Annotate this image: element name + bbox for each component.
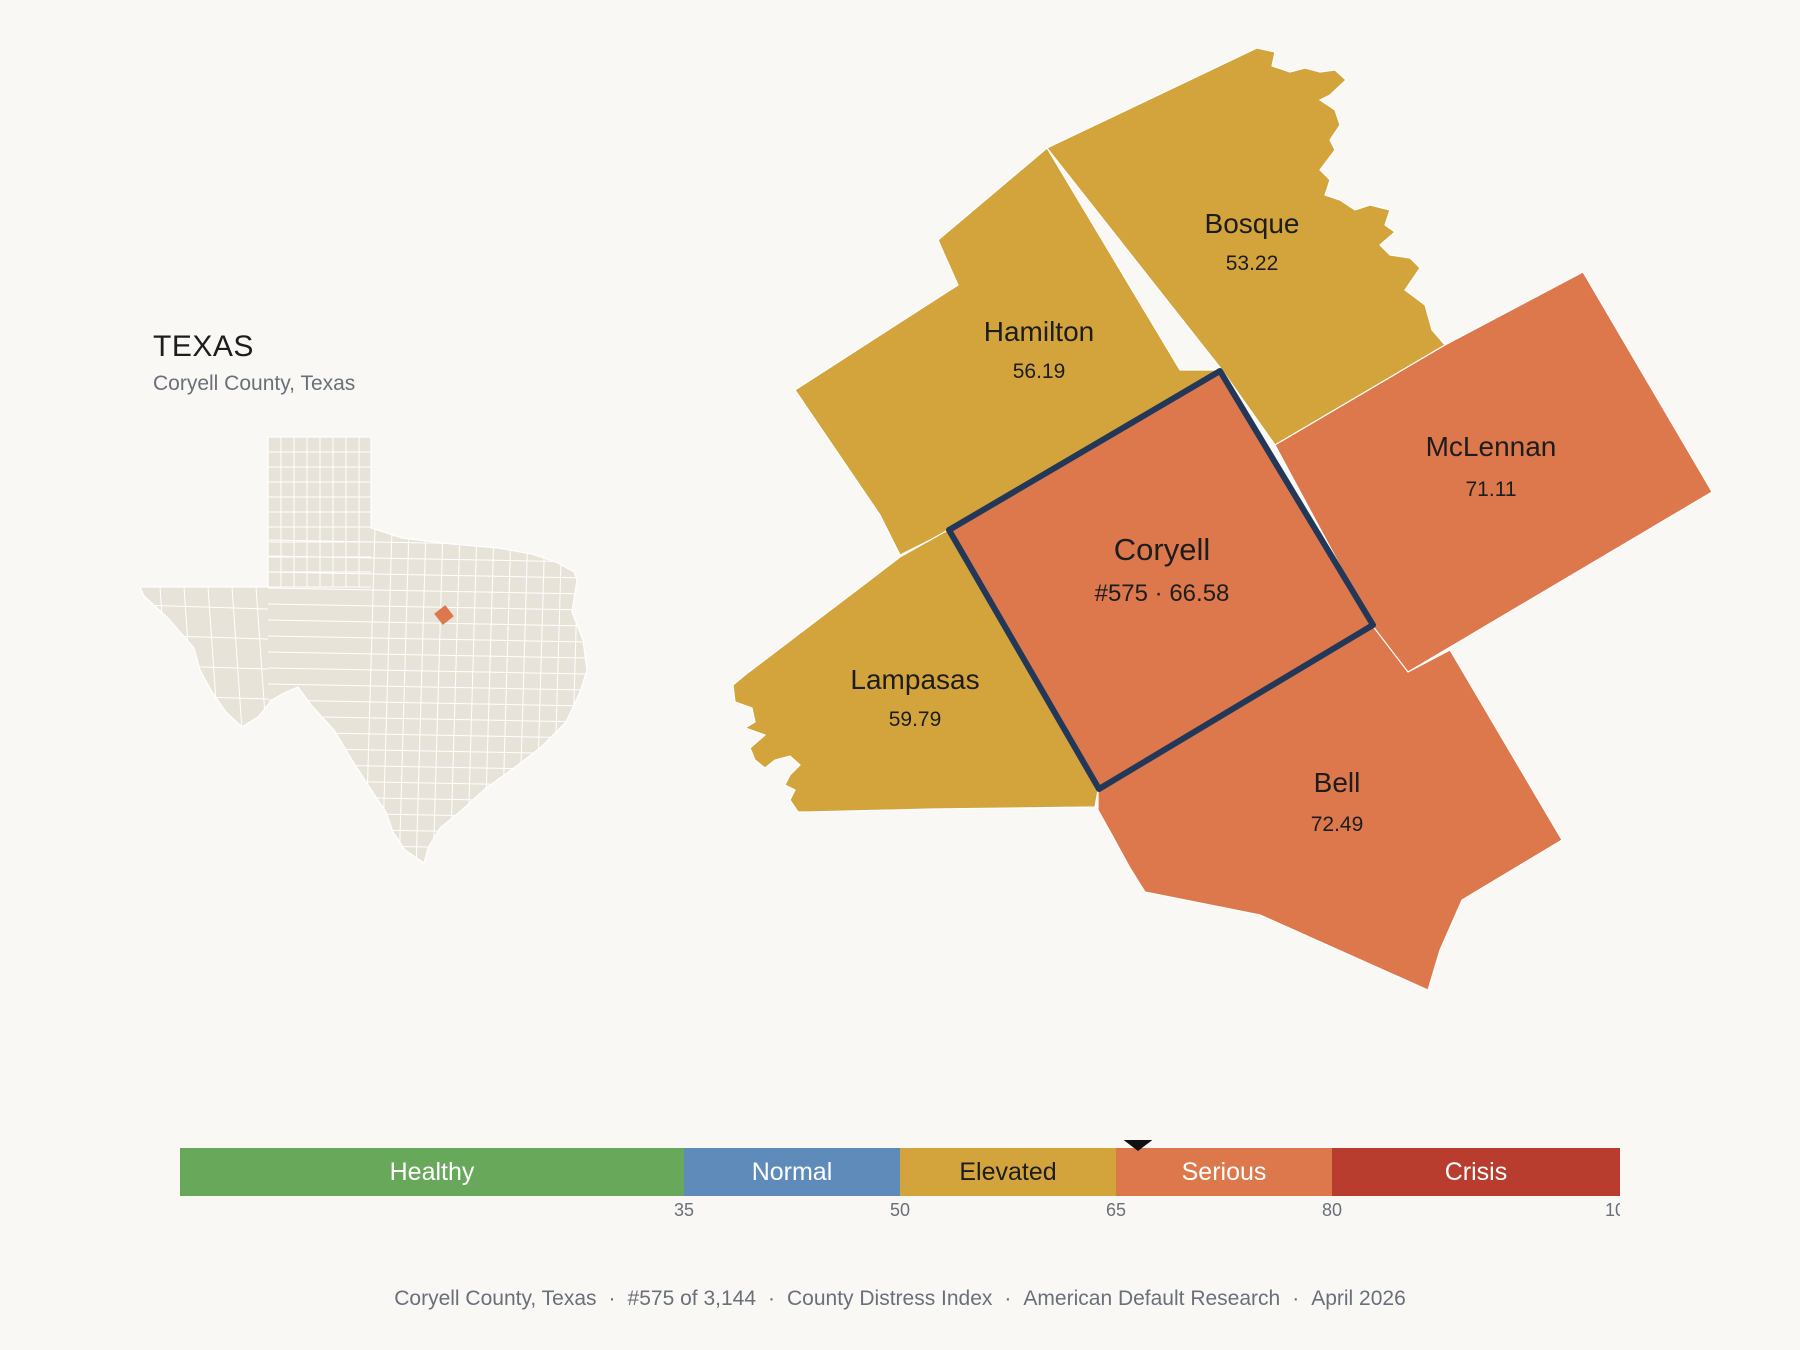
footer-source: American Default Research <box>1023 1287 1281 1310</box>
county-mclennan[interactable]: McLennan 71.11 <box>1274 271 1713 673</box>
footer-index: County Distress Index <box>787 1287 993 1310</box>
hamilton-name: Hamilton <box>984 316 1094 347</box>
score-marker-icon <box>1123 1140 1153 1151</box>
distress-scale: Healthy Normal Elevated Serious Crisis 35 50 6… <box>180 1140 1620 1220</box>
scale-band-label-crisis: Crisis <box>1445 1158 1508 1186</box>
scale-tick-50: 50 <box>890 1200 910 1220</box>
bell-name: Bell <box>1314 767 1361 798</box>
scale-band-label-normal: Normal <box>752 1158 833 1186</box>
texas-outline <box>140 436 588 864</box>
scale-band-elevated <box>900 1148 1116 1196</box>
lampasas-value: 59.79 <box>889 708 942 731</box>
footer-rank: #575 of 3,144 <box>627 1287 756 1310</box>
coryell-name: Coryell <box>1114 532 1210 567</box>
mclennan-value: 71.11 <box>1466 478 1517 501</box>
hamilton-value: 56.19 <box>1013 360 1066 383</box>
scale-tick-65: 65 <box>1106 1200 1126 1220</box>
scale-band-normal <box>684 1148 900 1196</box>
scale-band-healthy <box>180 1148 684 1196</box>
footer: Coryell County, Texas · #575 of 3,144 · Coun… <box>394 1287 1406 1310</box>
scale-band-serious <box>1116 1148 1332 1196</box>
lampasas-name: Lampasas <box>850 664 979 695</box>
scale-tick-100: 100 <box>1605 1200 1620 1220</box>
inset-title: TEXAS <box>153 330 254 363</box>
footer-date: April 2026 <box>1311 1287 1406 1310</box>
footer-county: Coryell County, Texas <box>394 1287 597 1310</box>
inset-subtitle: Coryell County, Texas <box>153 372 356 395</box>
bosque-value: 53.22 <box>1226 252 1279 275</box>
county-lampasas[interactable]: Lampasas 59.79 <box>732 529 1099 813</box>
coryell-rank-score: #575 · 66.58 <box>1095 580 1230 607</box>
mclennan-name: McLennan <box>1426 431 1557 462</box>
scale-ticks: 35 50 65 80 100 <box>674 1200 1620 1220</box>
scale-tick-35: 35 <box>674 1200 694 1220</box>
scale-band-label-healthy: Healthy <box>390 1158 475 1186</box>
bosque-name: Bosque <box>1205 208 1300 239</box>
county-bell[interactable]: Bell 72.49 <box>1097 624 1563 991</box>
bell-value: 72.49 <box>1311 813 1364 836</box>
county-coryell[interactable]: Coryell #575 · 66.58 <box>946 368 1376 792</box>
county-bosque[interactable]: Bosque 53.22 <box>1046 47 1446 446</box>
scale-bands: Healthy Normal Elevated Serious Crisis <box>180 1148 1620 1196</box>
coryell-inset-highlight <box>434 605 454 625</box>
texas-inset-map <box>140 436 588 864</box>
scale-band-crisis <box>1332 1148 1620 1196</box>
scale-band-label-elevated: Elevated <box>959 1158 1056 1186</box>
scale-band-label-serious: Serious <box>1182 1158 1267 1186</box>
scale-tick-80: 80 <box>1322 1200 1342 1220</box>
